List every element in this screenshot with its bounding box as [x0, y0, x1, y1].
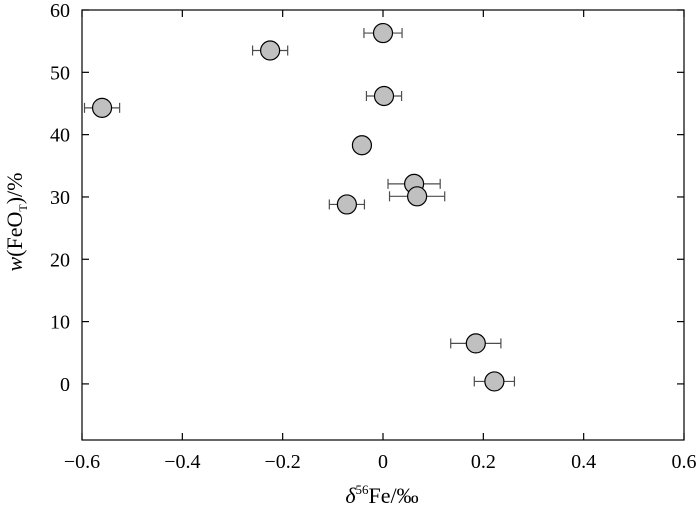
data-marker [484, 371, 505, 392]
data-point [473, 371, 516, 392]
x-tick-label: 0.4 [571, 451, 596, 473]
data-point [450, 333, 502, 354]
data-points [83, 22, 516, 392]
x-tick-label: 0 [378, 451, 388, 473]
x-tick-label: −0.6 [64, 451, 100, 473]
data-point [83, 97, 121, 118]
data-point [363, 22, 403, 44]
y-tick-label: 30 [50, 187, 70, 209]
y-tick-label: 0 [60, 374, 70, 396]
x-tick-label: 0.2 [471, 451, 496, 473]
y-axis-close: )/% [2, 172, 27, 204]
data-marker [373, 85, 395, 107]
x-tick-label: −0.4 [164, 451, 200, 473]
data-marker [407, 186, 428, 207]
data-point [351, 135, 373, 156]
x-axis-symbol: δ [345, 483, 356, 508]
y-tick-label: 50 [50, 62, 70, 84]
data-marker [372, 22, 394, 44]
x-axis-title: δ56Fe/‰ [345, 482, 418, 508]
y-axis-open: (FeO [2, 212, 27, 257]
y-axis-symbol: w [2, 257, 27, 272]
plot-frame [81, 9, 685, 441]
x-axis-superscript: 56 [356, 482, 370, 497]
axis-tick-labels: −0.6 −0.4 −0.2 0 0.2 0.4 0.6 0 10 20 30 40 50 60 [50, 0, 697, 473]
data-point [328, 194, 366, 215]
data-marker [351, 135, 373, 156]
data-marker [260, 40, 281, 61]
data-marker [336, 194, 357, 215]
data-point [251, 40, 289, 61]
data-marker [465, 333, 486, 354]
x-tick-label: 0.6 [672, 451, 697, 473]
data-marker [91, 97, 113, 118]
data-point [388, 186, 446, 207]
y-axis-title: w(FeOT)/% [2, 172, 30, 271]
x-axis-unit: Fe/‰ [369, 483, 419, 508]
y-tick-label: 10 [50, 312, 70, 334]
y-tick-label: 40 [50, 125, 70, 147]
data-point [365, 85, 403, 107]
y-tick-label: 60 [50, 0, 70, 22]
x-tick-label: −0.2 [265, 451, 301, 473]
y-axis-subscript: T [16, 204, 30, 212]
axis-ticks [81, 9, 685, 440]
y-tick-label: 20 [50, 249, 70, 271]
